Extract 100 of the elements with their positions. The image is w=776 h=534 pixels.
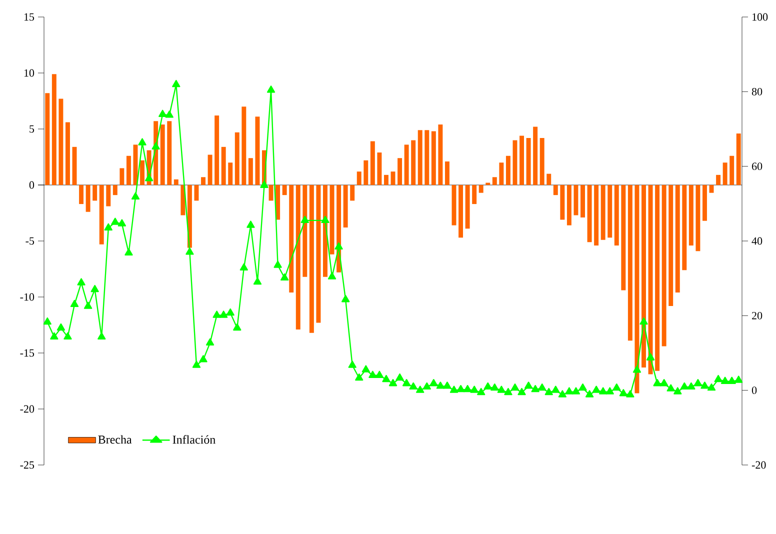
bar [560,184,565,220]
bar [140,160,145,185]
bar [180,184,186,216]
legend-label: Inflación [172,435,216,444]
bar [377,152,382,185]
bar [65,122,70,185]
bar [682,184,687,270]
bar [526,138,531,185]
bar [574,184,578,216]
bar [608,184,612,238]
bar [709,184,714,193]
bar [52,74,56,185]
bar [580,184,585,218]
bar [86,184,90,212]
bar [506,156,510,185]
bar [621,184,626,290]
bar [512,140,518,185]
y2-tick-label: -20 [752,461,766,469]
bar [384,174,388,185]
bar [424,130,430,185]
bar [546,174,552,185]
y-tick-label: -10 [20,293,34,301]
bar [520,136,524,185]
bar [45,93,50,185]
bar [120,168,124,185]
y2-tick-label: 100 [752,13,768,21]
bar [99,184,104,244]
bar [438,124,443,185]
bar [309,184,314,333]
bar [364,160,368,185]
bar [296,184,300,330]
bar [499,162,504,185]
bar [370,141,375,185]
y2-tick-label: 60 [752,162,762,170]
bar [431,131,436,185]
bar [594,184,599,246]
bar [126,156,131,185]
bar [662,184,666,346]
bar [736,133,741,185]
bar [316,184,321,323]
bar [234,132,240,185]
bar [533,126,538,185]
y-tick-label: 10 [24,69,34,77]
bar [255,116,260,185]
legend-label: Brecha [98,435,132,444]
bar [452,184,456,226]
bar [478,184,484,193]
bar [668,184,674,306]
bar [268,184,274,201]
bar [688,184,694,246]
bar [458,184,464,238]
bar [79,184,84,204]
y2-tick-label: 80 [752,88,762,96]
bar [730,156,734,185]
bar [248,158,253,185]
bar [282,184,287,196]
bar [702,184,707,221]
bar [350,184,355,201]
bar [492,177,497,185]
bar [465,184,470,229]
y2-tick-label: 20 [752,312,762,320]
bar [58,98,64,185]
y-tick-label: 5 [30,125,34,133]
y2-tick-label: 0 [752,386,757,394]
bar [398,158,402,185]
bar [587,184,592,242]
bar [404,144,409,185]
y-tick-label: -25 [20,461,34,469]
bar [221,146,226,185]
bar [201,177,206,185]
bar [214,116,220,185]
bar [472,184,477,204]
bar [628,184,632,341]
y-tick-label: -15 [20,349,34,357]
bar [112,184,118,196]
bar [228,162,233,185]
bar [208,154,212,185]
bar [194,184,199,201]
bar [167,121,172,185]
bar [343,184,348,228]
bar [696,184,700,252]
bar [655,184,660,371]
y-tick-label: 15 [24,13,34,21]
bar [390,172,396,185]
bar [330,184,334,254]
bar [174,179,178,185]
bar [553,184,558,196]
bar [614,184,619,246]
bar [566,184,572,226]
bar [675,184,680,293]
bar [92,184,98,201]
y-tick-label: -20 [20,405,34,413]
bar [418,130,422,185]
y-tick-label: -5 [26,237,34,245]
bar [411,140,416,185]
bar [722,162,728,185]
y2-tick-label: 40 [752,237,762,245]
bar [106,184,111,206]
bar [600,184,606,240]
bar [716,174,721,185]
